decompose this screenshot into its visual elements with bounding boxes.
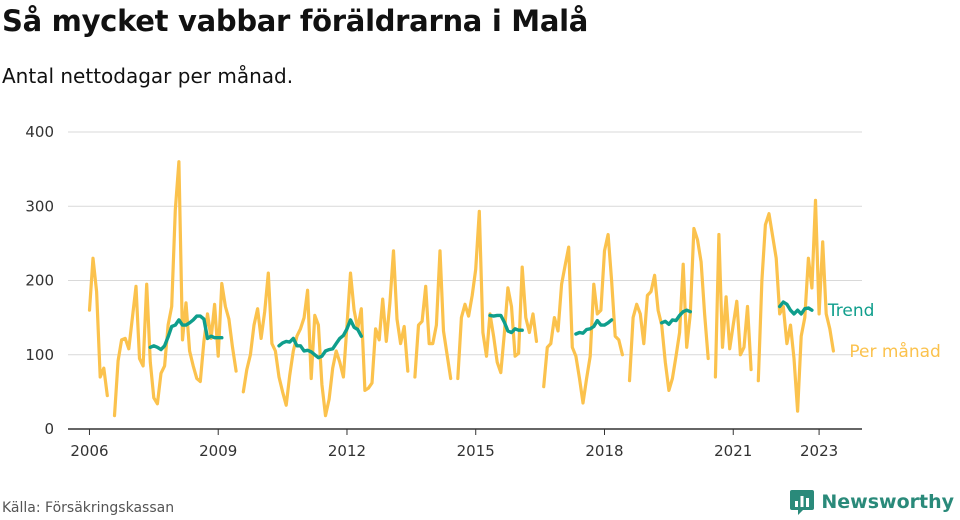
- series-line-per-manad: [87, 160, 835, 418]
- series-line-trend: [148, 300, 814, 360]
- x-tick-label: 2021: [714, 442, 752, 460]
- grid-lines: [68, 131, 862, 430]
- brand-logo: Newsworthy: [789, 488, 954, 516]
- x-tick-label: 2015: [457, 442, 495, 460]
- x-tick-label: 2018: [585, 442, 623, 460]
- bar-chart-icon: [790, 490, 815, 515]
- y-tick-label: 300: [25, 197, 54, 215]
- brand-name: Newsworthy: [821, 491, 954, 513]
- x-tick-label: 2012: [328, 442, 366, 460]
- y-axis-ticks: 0 100 200 300 400: [25, 123, 54, 438]
- series-lines: [87, 160, 835, 418]
- chart-subtitle: Antal nettodagar per månad.: [2, 64, 294, 88]
- y-tick-label: 0: [44, 420, 54, 438]
- chart-title: Så mycket vabbar föräldrarna i Malå: [2, 4, 589, 38]
- y-tick-label: 400: [25, 123, 54, 141]
- x-tick-label: 2009: [199, 442, 237, 460]
- series-labels: Per månad Trend: [827, 301, 941, 362]
- x-axis-ticks: 2006 2009 2012 2015 2018 2021 2023: [70, 429, 838, 460]
- source-note: Källa: Försäkringskassan: [2, 500, 175, 516]
- series-label-trend: Trend: [827, 301, 875, 321]
- y-tick-label: 200: [25, 272, 54, 290]
- y-tick-label: 100: [25, 346, 54, 364]
- x-tick-label: 2006: [70, 442, 108, 460]
- series-label-per-manad: Per månad: [849, 341, 940, 362]
- x-tick-label: 2023: [800, 442, 838, 460]
